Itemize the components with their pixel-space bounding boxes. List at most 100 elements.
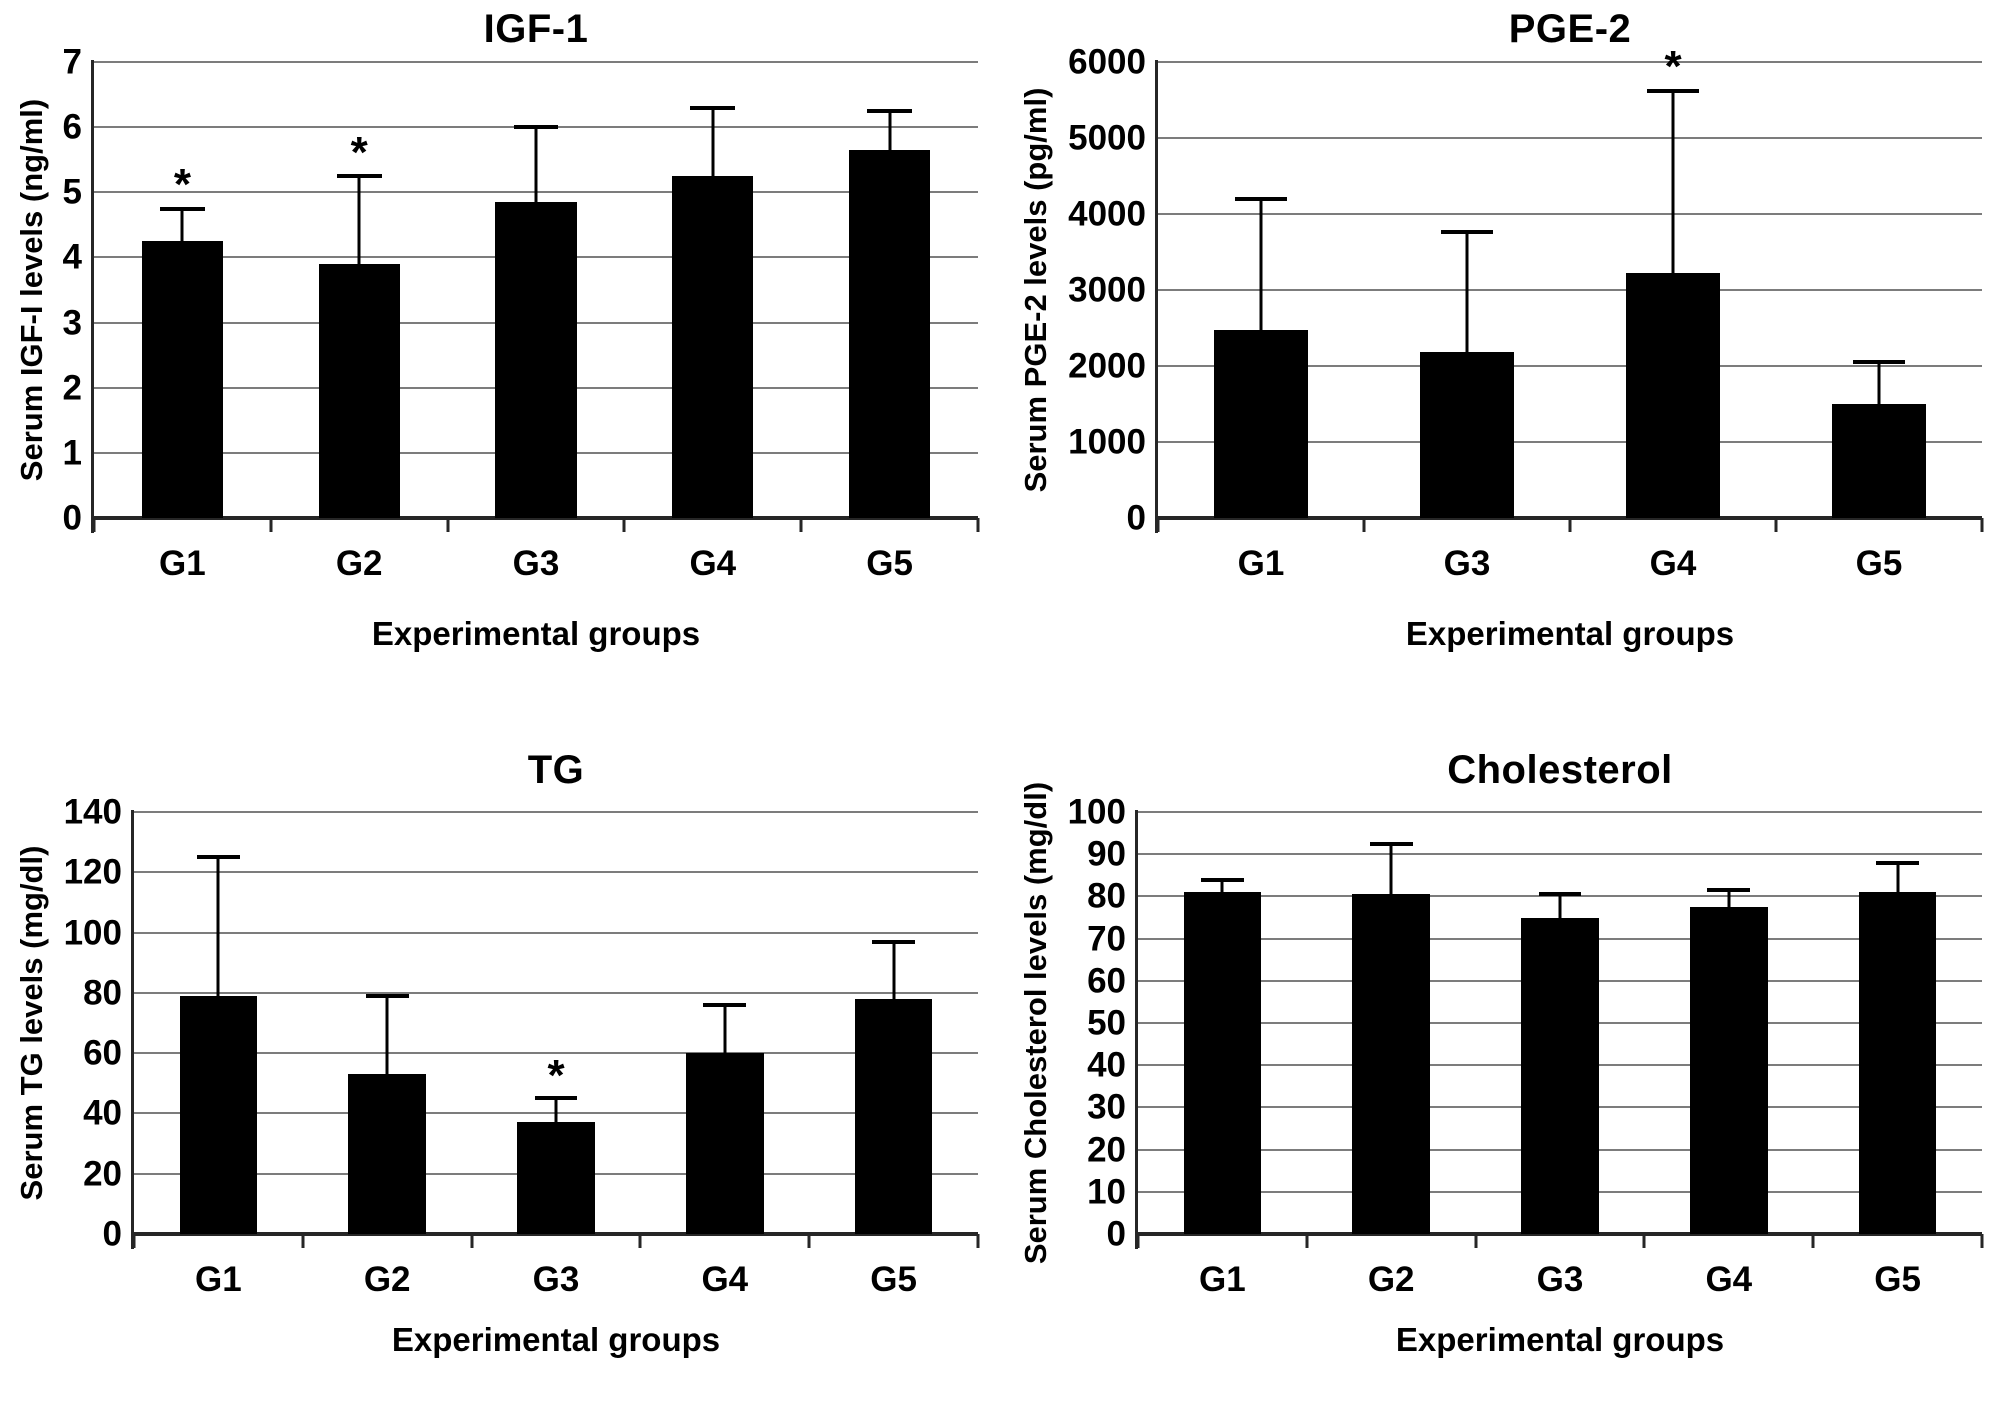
error-whisker — [1896, 862, 1900, 893]
chart-body: Serum PGE-2 levels (pg/ml) 0 1000 2000 3000… — [1010, 45, 1984, 536]
y-tick-labels: 0 1 2 3 4 5 6 7 — [58, 45, 94, 536]
x-axis-line — [94, 516, 978, 520]
error-cap — [690, 105, 736, 110]
category-axis-tick — [1568, 518, 1572, 532]
gridline — [134, 991, 978, 994]
gridline — [134, 931, 978, 934]
gridline — [1158, 289, 1982, 291]
y-tick-label: 1000 — [1068, 422, 1146, 462]
category-axis-tick — [269, 518, 273, 532]
category-axis-tick — [1136, 1234, 1140, 1248]
x-axis-line — [1138, 1232, 1982, 1236]
x-axis-title: Experimental groups — [1395, 1321, 1725, 1358]
category-axis-tick — [1362, 518, 1366, 532]
bar-g1 — [141, 241, 224, 518]
x-axis-title: Experimental groups — [391, 1321, 721, 1358]
error-whisker — [711, 107, 715, 176]
bar-g1 — [1183, 892, 1262, 1234]
x-tick-labels: G1 G3 G4 G5 — [1158, 518, 1982, 614]
bar-g4 — [1625, 273, 1721, 518]
error-cap — [1440, 230, 1494, 235]
x-tick-label: G5 — [1855, 544, 1903, 583]
error-cap — [1707, 888, 1751, 893]
category-axis-tick — [132, 1234, 136, 1248]
x-tick-label: G4 — [689, 544, 737, 583]
x-tick-label: G1 — [1237, 544, 1285, 583]
x-tick-label: G3 — [532, 1260, 580, 1299]
y-tick-label: 0 — [62, 498, 82, 538]
category-axis-tick — [622, 518, 626, 532]
category-axis-tick — [807, 1234, 811, 1248]
category-axis-tick — [1774, 518, 1778, 532]
y-tick-label: 20 — [1087, 1130, 1126, 1170]
y-tick-label: 3000 — [1068, 270, 1146, 310]
plot-area: * — [1155, 45, 1984, 533]
y-tick-label: 90 — [1087, 834, 1126, 874]
x-tick-labels: G1 G2 G3 G4 G5 — [1138, 1234, 1982, 1320]
x-axis-title: Experimental groups — [371, 615, 701, 652]
error-whisker — [534, 127, 538, 203]
chart-cholesterol: Cholesterol Serum Cholesterol levels (mg… — [1004, 700, 2008, 1406]
x-axis-title: Experimental groups — [1405, 615, 1735, 652]
y-tick-label: 140 — [63, 792, 122, 832]
category-axis-tick — [446, 518, 450, 532]
error-cap — [867, 108, 912, 113]
y-axis-line — [91, 60, 94, 533]
y-axis-label: Serum Cholesterol levels (mg/dl) — [1018, 781, 1053, 1265]
category-axis-tick — [1642, 1234, 1646, 1248]
error-whisker — [1389, 843, 1393, 895]
chart-tg: TG Serum TG levels (mg/dl) 0 20 40 60 80 100 1… — [0, 700, 1004, 1406]
gridline — [134, 871, 978, 874]
significance-asterisk: * — [547, 1050, 565, 1100]
bar-g4 — [1689, 906, 1768, 1234]
error-cap — [513, 125, 559, 130]
error-cap — [1369, 841, 1413, 846]
x-tick-label: G1 — [159, 544, 206, 583]
error-cap — [534, 1096, 578, 1101]
x-tick-label: G5 — [866, 544, 913, 583]
chart-title: TG — [527, 748, 585, 792]
y-tick-label: 40 — [1087, 1045, 1126, 1085]
y-tick-label: 20 — [83, 1154, 122, 1194]
y-axis-label: Serum PGE-2 levels (pg/ml) — [1018, 87, 1053, 493]
significance-asterisk: * — [350, 127, 368, 177]
y-tick-label: 100 — [1067, 792, 1126, 832]
category-axis-tick — [1156, 518, 1160, 532]
gridline — [1158, 213, 1982, 216]
category-axis-tick — [976, 518, 980, 532]
y-tick-labels: 0 20 40 60 80 100 120 140 — [58, 795, 134, 1252]
x-tick-label: G1 — [195, 1260, 242, 1299]
y-tick-labels: 0 10 20 30 40 50 60 70 80 90 100 — [1062, 795, 1138, 1252]
y-tick-labels: 0 1000 2000 3000 4000 5000 6000 — [1062, 45, 1158, 536]
x-tick-label: G5 — [870, 1260, 917, 1299]
x-tick-label: G3 — [512, 544, 560, 583]
significance-asterisk: * — [1664, 42, 1682, 92]
error-cap — [703, 1002, 747, 1007]
gridline — [94, 61, 978, 63]
y-tick-label: 10 — [1087, 1172, 1126, 1212]
error-whisker — [1877, 362, 1881, 404]
y-tick-label: 6000 — [1068, 42, 1146, 82]
error-whisker — [1465, 232, 1469, 352]
error-cap — [1201, 877, 1244, 882]
error-cap — [1876, 860, 1919, 865]
y-tick-label: 0 — [102, 1214, 122, 1254]
y-tick-label: 5 — [62, 172, 82, 212]
significance-asterisk: * — [173, 160, 191, 210]
error-whisker — [1259, 198, 1263, 330]
chart-body: Serum Cholesterol levels (mg/dl) 0 10 20 30… — [1010, 781, 1984, 1265]
category-axis-tick — [470, 1234, 474, 1248]
plot-area: * * — [91, 60, 980, 533]
bar-g3 — [517, 1122, 595, 1234]
y-axis-line — [1135, 810, 1138, 1249]
error-whisker — [888, 110, 892, 150]
gridline — [134, 811, 978, 813]
error-whisker — [1558, 894, 1562, 918]
gridline — [1158, 441, 1982, 444]
error-cap — [197, 855, 240, 860]
y-tick-label: 4 — [62, 237, 82, 277]
y-tick-label: 80 — [83, 973, 122, 1013]
chart-title: Cholesterol — [1447, 748, 1673, 792]
